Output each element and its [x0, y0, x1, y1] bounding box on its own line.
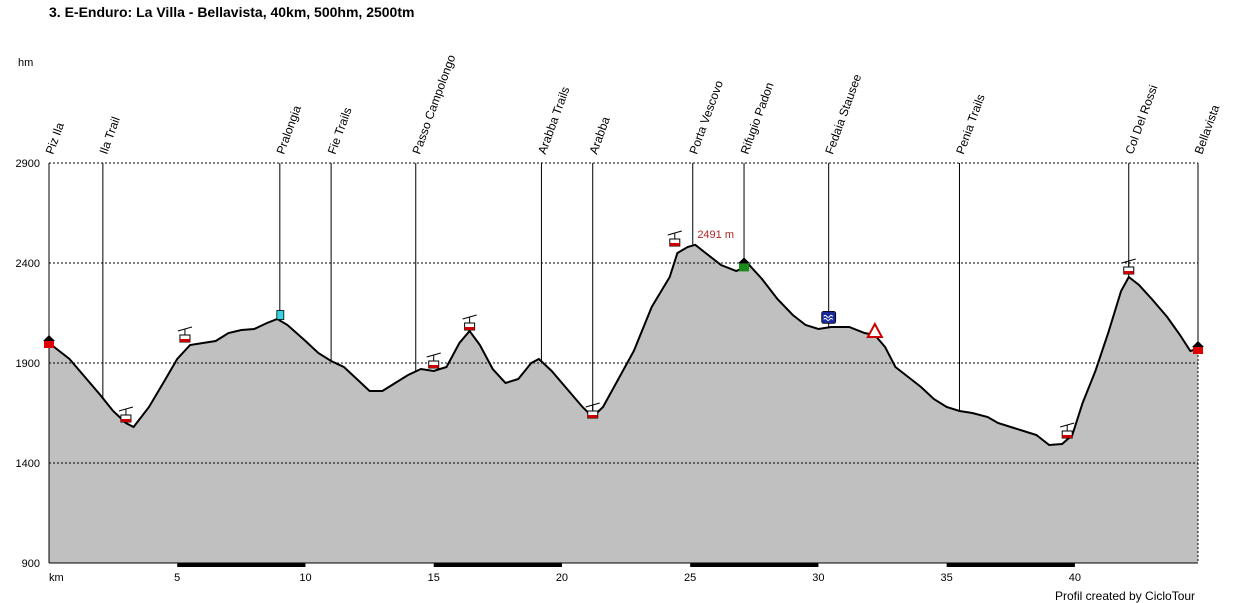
gondola-stripe [587, 415, 598, 418]
waypoint-labels: Piz Ila Ila Trail Pralongia Fie Trails Passo… [43, 53, 1223, 241]
waypoint-label: Penia Trails [953, 92, 988, 156]
waypoint-label: Pralongia [273, 103, 304, 156]
house-body [1193, 347, 1203, 354]
lake-icon [821, 310, 837, 324]
profile-line-layer [48, 243, 1199, 447]
warning-icon [866, 321, 884, 338]
gondola-stripe [1123, 271, 1134, 274]
gondola-stripe [428, 365, 439, 368]
profile-area [49, 244, 1198, 564]
waypoint-label: Fedaia Stausee [822, 72, 864, 156]
gondola-icon [426, 352, 441, 369]
y-tick-label: 900 [22, 558, 40, 570]
y-tick-label: 2400 [16, 258, 40, 270]
waypoint-label: Piz Ila [43, 120, 67, 156]
y-tick-label: 1400 [16, 458, 40, 470]
gondola-icon [667, 230, 682, 247]
y-tick-label: 1900 [16, 358, 40, 370]
y-axis-label: hm [18, 57, 33, 69]
km-band-segment [946, 563, 1075, 567]
waypoint-label: Passo Campolongo [409, 53, 458, 157]
profile-line [48, 243, 1199, 447]
profile-area-layer [49, 244, 1198, 564]
km-band-segment [690, 563, 819, 567]
gondola-icon [177, 326, 193, 343]
waypoint-icons [43, 230, 1204, 439]
waypoint-label: Porta Vescovo [686, 78, 726, 156]
chart-title: 3. E-Enduro: La Villa - Bellavista, 40km… [49, 4, 415, 20]
x-tick-label: 25 [684, 572, 696, 584]
gondola-stripe [120, 419, 131, 422]
gondola-icon [585, 402, 600, 419]
house-icon [1192, 341, 1204, 354]
gridlines [49, 162, 1198, 464]
gondola-icon [462, 314, 477, 331]
credit-text: Profil created by CicloTour [1055, 589, 1196, 603]
waypoint-label: Fie Trails [325, 105, 355, 156]
x-tick-label: 40 [1069, 572, 1081, 584]
hut-icon [738, 257, 751, 272]
lake-waves [823, 314, 834, 321]
km-band-segment [433, 563, 562, 567]
gondola-stripe [464, 327, 475, 330]
km-band-segment [177, 563, 306, 567]
gondola-icon [1060, 422, 1075, 439]
flag-icon [276, 310, 285, 320]
x-tick-label: 30 [812, 572, 824, 584]
warning-triangle [866, 321, 884, 338]
hut-body [739, 263, 750, 272]
waypoint-label: Arabba [586, 115, 613, 156]
house-roof [43, 335, 55, 341]
waypoint-lines [48, 163, 1199, 417]
flag-shape [276, 310, 285, 320]
house-roof [1192, 341, 1204, 347]
x-tick-label: 5 [174, 572, 180, 584]
x-tick-label: 15 [428, 572, 440, 584]
waypoint-label: Bellavista [1192, 103, 1223, 156]
waypoint-label: Arabba Trails [535, 85, 572, 156]
gondola-icon [1121, 258, 1136, 275]
waypoint-label: Rifugio Padon [738, 80, 777, 156]
axes: 900 1400 1900 2400 2900 hm km 5 10 15 20 25 30 35 40 [16, 57, 1199, 584]
peak-annotation: 2491 m [697, 229, 734, 241]
gondola-stripe [179, 339, 190, 342]
waypoint-label: Col Del Rossi [1122, 83, 1160, 156]
gondola-stripe [669, 243, 680, 246]
house-body [44, 341, 54, 348]
x-tick-label: 20 [556, 572, 568, 584]
gondola-icon [118, 406, 134, 423]
x-tick-label: 35 [941, 572, 953, 584]
y-tick-label: 2900 [16, 158, 40, 170]
gondola-stripe [1062, 435, 1073, 438]
hut-roof [738, 257, 751, 264]
x-tick-label: 10 [299, 572, 311, 584]
x-axis-label: km [49, 572, 64, 584]
waypoint-label: Ila Trail [97, 115, 123, 156]
house-icon [43, 335, 55, 348]
